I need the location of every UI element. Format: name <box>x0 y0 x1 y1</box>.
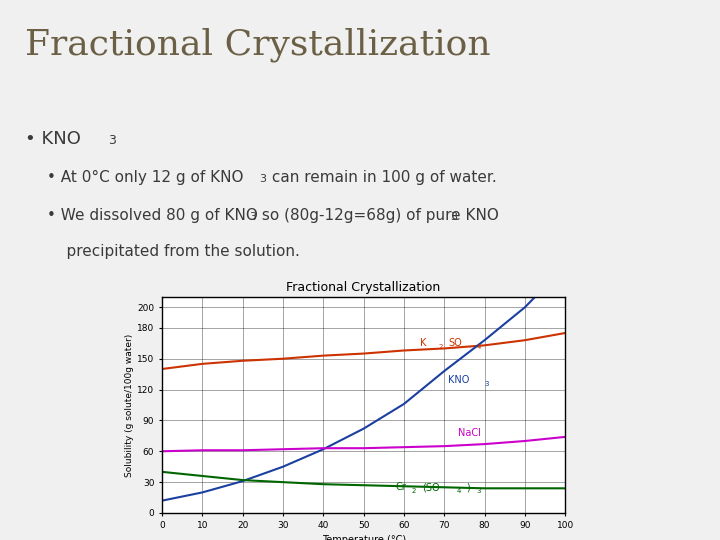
Text: Cr: Cr <box>396 482 407 492</box>
Title: Fractional Crystallization: Fractional Crystallization <box>287 281 441 294</box>
Text: 3: 3 <box>260 174 266 185</box>
Text: so (80g-12g=68g) of pure KNO: so (80g-12g=68g) of pure KNO <box>257 208 499 223</box>
Text: 4: 4 <box>456 489 461 495</box>
Text: can remain in 100 g of water.: can remain in 100 g of water. <box>267 170 497 185</box>
Text: 3: 3 <box>250 212 256 222</box>
Text: • We dissolved 80 g of KNO: • We dissolved 80 g of KNO <box>48 208 258 223</box>
Text: 3: 3 <box>477 489 481 495</box>
Text: • At 0°C only 12 g of KNO: • At 0°C only 12 g of KNO <box>48 170 244 185</box>
Text: SO: SO <box>449 339 462 348</box>
Text: KNO: KNO <box>449 375 469 386</box>
Text: 4: 4 <box>477 345 481 350</box>
Text: K: K <box>420 339 426 348</box>
Text: (SO: (SO <box>422 482 440 492</box>
Text: ): ) <box>467 482 470 492</box>
Text: Fractional Crystallization: Fractional Crystallization <box>25 27 491 62</box>
Text: 3: 3 <box>108 134 116 147</box>
Text: NaCl: NaCl <box>459 428 481 438</box>
Text: • KNO: • KNO <box>25 130 81 147</box>
X-axis label: Temperature (°C): Temperature (°C) <box>322 535 405 540</box>
Y-axis label: Solubility (g solute/100g water): Solubility (g solute/100g water) <box>125 333 135 477</box>
Text: 2: 2 <box>438 345 443 350</box>
Text: precipitated from the solution.: precipitated from the solution. <box>48 244 300 259</box>
Text: 3: 3 <box>450 212 456 222</box>
Text: 3: 3 <box>485 381 489 388</box>
Text: 2: 2 <box>412 489 416 495</box>
